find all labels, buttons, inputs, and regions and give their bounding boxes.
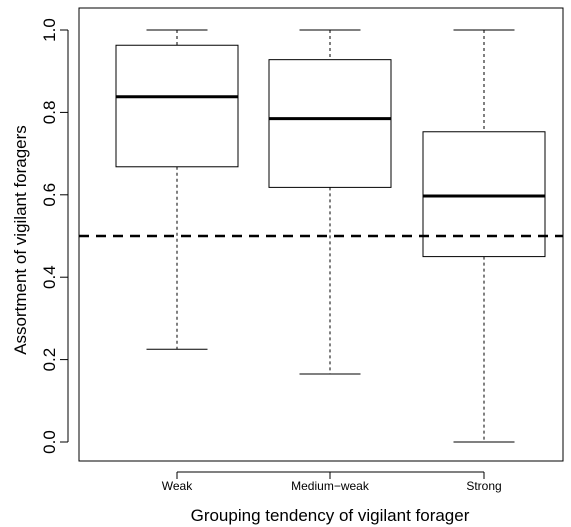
y-tick-label: 0.6	[40, 183, 59, 207]
iqr-box	[268, 59, 392, 188]
iqr-box	[115, 44, 239, 168]
y-tick-label: 1.0	[40, 18, 59, 42]
y-tick-label: 0.8	[40, 101, 59, 125]
x-axis-label: Grouping tendency of vigilant forager	[191, 506, 470, 525]
plot-area: 0.0 0.2 0.4 0.6 0.8 1.0 Weak Medium−weak Strong	[40, 7, 564, 493]
x-tick-label: Strong	[466, 479, 501, 493]
y-tick-label: 0.0	[40, 430, 59, 454]
x-tick-label: Medium−weak	[291, 479, 370, 493]
y-axis-label: Assortment of vigilant foragers	[11, 125, 30, 355]
x-tick-label: Weak	[162, 479, 193, 493]
y-tick-label: 0.4	[40, 265, 59, 289]
y-tick-label: 0.2	[40, 348, 59, 372]
plot-frame	[78, 7, 564, 462]
iqr-box	[422, 131, 546, 258]
